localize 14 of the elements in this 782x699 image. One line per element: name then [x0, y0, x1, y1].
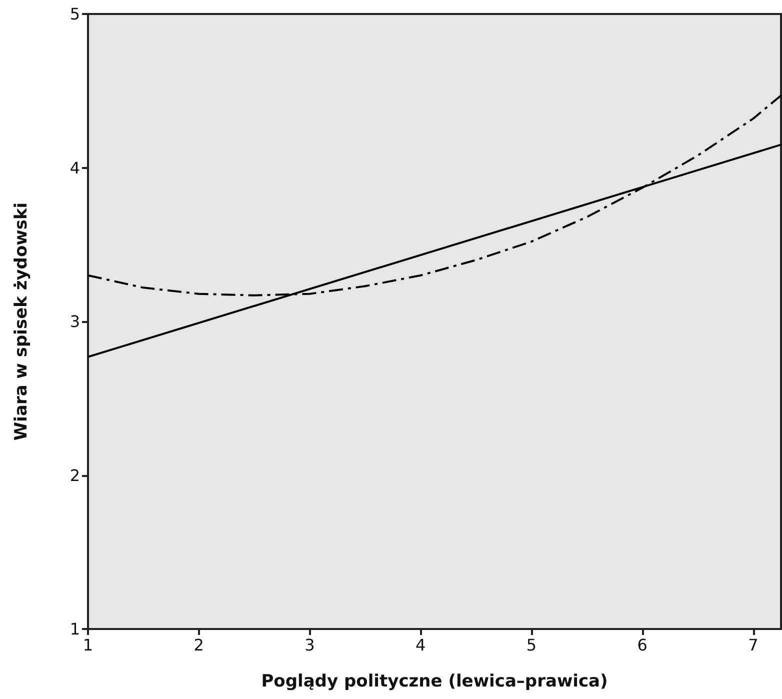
x-tick-label: 2 — [194, 636, 204, 654]
y-tick-label: 5 — [70, 4, 80, 24]
y-tick-label: 4 — [70, 158, 80, 178]
y-tick-label: 3 — [70, 312, 80, 331]
x-tick-label: 6 — [637, 636, 648, 654]
x-tick-label: 4 — [416, 636, 426, 654]
x-tick-label: 7 — [748, 636, 758, 654]
y-tick-label: 2 — [70, 466, 80, 485]
y-tick-label: 1 — [70, 620, 80, 638]
y-axis-title: Wiara w spisek żydowski — [12, 202, 32, 441]
x-tick-label: 5 — [526, 636, 537, 654]
x-axis-title: Poglądy polityczne (lewica–prawica) — [261, 672, 608, 692]
x-tick-label: 1 — [82, 636, 94, 654]
x-tick-label: 3 — [304, 636, 315, 654]
